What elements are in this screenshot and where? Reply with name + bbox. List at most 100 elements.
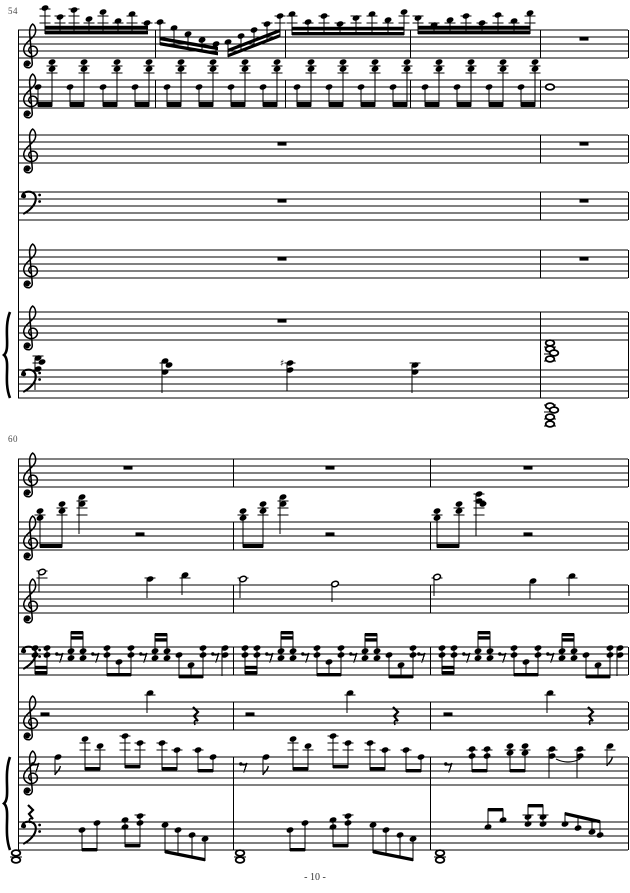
beamed-note-group <box>121 813 146 848</box>
beamed-note-group <box>103 645 135 677</box>
eighth-rest-icon <box>211 652 220 663</box>
beamed-note-group <box>389 59 413 107</box>
beamed-note-group <box>400 747 425 773</box>
beamed-note-group <box>277 631 297 661</box>
beamed-note-group <box>156 740 183 771</box>
staff-staff-4-rhythm <box>18 631 629 679</box>
beamed-note-group <box>151 633 171 661</box>
quarter-rest-icon <box>192 706 200 726</box>
note-event <box>544 690 556 713</box>
staff-staff-piano-rh <box>18 305 629 398</box>
eighth-rest-icon <box>55 652 64 663</box>
note-event <box>544 402 560 428</box>
beamed-note-group <box>34 501 68 548</box>
staff-staff-2-accomp <box>18 59 629 119</box>
staff-staff-3 <box>18 128 629 174</box>
eighth-rest-icon <box>31 762 40 773</box>
treble-clef-icon <box>22 515 39 561</box>
beamed-note-group <box>385 645 417 679</box>
eighth-rest-icon <box>417 652 426 663</box>
measure-number-60: 60 <box>8 434 18 444</box>
beamed-note-group <box>412 10 536 35</box>
note-event <box>221 645 229 676</box>
bass-clef-icon <box>20 820 41 845</box>
beamed-note-group <box>39 5 153 35</box>
whole-rest-icon <box>123 466 133 470</box>
note-event <box>159 358 173 393</box>
beamed-note-group <box>438 645 458 675</box>
note-event <box>237 575 249 598</box>
whole-rest-icon <box>277 319 287 323</box>
beamed-note-group <box>325 59 349 107</box>
whole-rest-icon <box>579 257 589 261</box>
beamed-note-group <box>287 736 314 771</box>
note-event <box>409 362 421 393</box>
quarter-rest-icon <box>27 804 35 824</box>
beamed-note-group <box>329 813 354 848</box>
whole-rest-icon <box>277 142 287 146</box>
half-rest-icon <box>40 712 50 716</box>
note-event <box>546 746 558 778</box>
beamed-note-group <box>453 59 477 107</box>
beamed-note-group <box>431 501 465 548</box>
half-rest-icon <box>135 532 145 536</box>
beamed-note-group <box>99 59 123 107</box>
note-event <box>566 573 578 596</box>
bass-clef-icon <box>20 645 41 670</box>
half-rest-icon <box>443 712 453 716</box>
beamed-note-group <box>192 747 217 773</box>
note-event <box>277 494 289 534</box>
note-event <box>144 576 156 598</box>
whole-rest-icon <box>579 37 589 41</box>
treble-clef-icon <box>22 750 39 796</box>
half-rest-icon <box>245 712 255 716</box>
note-event <box>179 572 191 595</box>
beamed-note-group <box>361 633 381 661</box>
note-event <box>76 494 88 534</box>
note-event <box>144 690 156 713</box>
beamed-note-group <box>474 631 494 661</box>
eighth-rest-icon <box>349 652 358 663</box>
bass-clef-icon <box>20 368 41 393</box>
treble-clef-icon <box>22 128 39 174</box>
whole-rest-icon <box>277 199 287 203</box>
treble-clef-icon <box>22 23 39 69</box>
note-event <box>574 746 586 778</box>
staff-staff-2-accomp <box>18 491 629 561</box>
staff-staff-1-violin <box>18 452 629 498</box>
note-event: ♯ <box>280 359 296 391</box>
half-rest-icon <box>325 532 335 536</box>
beamed-note-group <box>163 59 187 107</box>
quarter-rest-icon <box>392 706 400 726</box>
quarter-rest-icon <box>587 706 595 726</box>
beamed-note-group <box>313 645 345 677</box>
beamed-note-group <box>364 740 391 771</box>
beamed-note-group <box>227 59 251 107</box>
eighth-rest-icon <box>139 652 148 663</box>
beamed-note-group <box>466 746 493 773</box>
staff-staff-1-violin <box>18 5 629 69</box>
piano-brace-icon <box>2 311 12 399</box>
eighth-rest-icon <box>239 762 248 773</box>
staff-staff-piano-lh <box>10 804 629 864</box>
whole-rest-icon <box>579 142 589 146</box>
note-event <box>434 849 446 864</box>
note-event <box>330 580 340 602</box>
eighth-rest-icon <box>301 652 310 663</box>
beamed-note-group <box>286 9 410 36</box>
eighth-rest-icon <box>498 652 507 663</box>
svg-text:♯: ♯ <box>280 359 284 369</box>
beamed-note-group <box>31 645 51 675</box>
whole-rest-icon <box>579 199 589 203</box>
eighth-rest-icon <box>546 652 555 663</box>
beamed-note-group <box>484 808 507 830</box>
page-number: - 10 - <box>304 872 326 883</box>
beamed-note-group <box>224 13 286 58</box>
whole-rest-icon <box>277 257 287 261</box>
measure-number-54: 54 <box>8 6 18 16</box>
beamed-note-group <box>485 59 509 107</box>
staff-staff-3-melody <box>18 568 629 624</box>
note-event <box>10 849 22 864</box>
beamed-note-group <box>327 733 354 769</box>
